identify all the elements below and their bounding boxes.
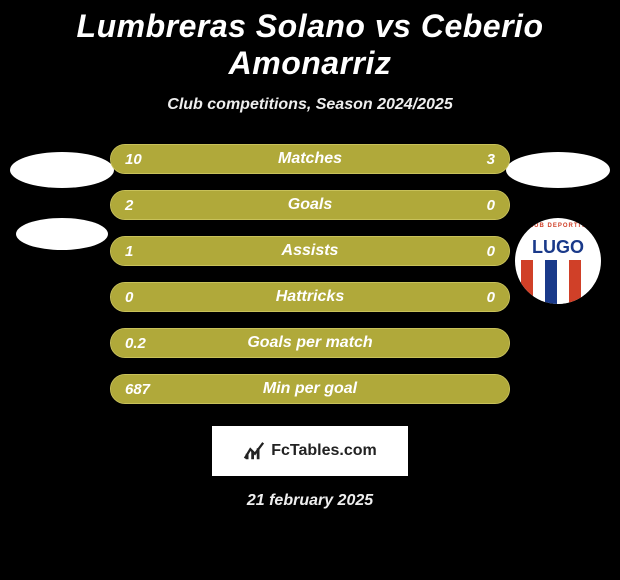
- right-club-badge-1: [506, 152, 610, 188]
- club-badge-top: CLUB DEPORTIVO LUGO: [515, 218, 601, 260]
- left-club-badge-1: [10, 152, 114, 188]
- stat-label: Assists: [111, 242, 509, 260]
- club-arc-text: CLUB DEPORTIVO: [524, 223, 592, 229]
- subtitle: Club competitions, Season 2024/2025: [0, 96, 620, 114]
- page-title: Lumbreras Solano vs Ceberio Amonarriz: [0, 8, 620, 82]
- right-club-column: CLUB DEPORTIVO LUGO: [498, 152, 618, 304]
- chart-icon: [243, 440, 265, 462]
- stat-label: Hattricks: [111, 288, 509, 306]
- stat-row: 103Matches: [110, 144, 510, 174]
- footer-brand-text: FcTables.com: [271, 442, 377, 460]
- stat-row: 10Assists: [110, 236, 510, 266]
- stats-bars: 103Matches 20Goals 10Assists 00Hattricks 0.2…: [110, 144, 510, 404]
- comparison-card: Lumbreras Solano vs Ceberio Amonarriz Cl…: [0, 0, 620, 580]
- stat-row: 20Goals: [110, 190, 510, 220]
- stat-row: 00Hattricks: [110, 282, 510, 312]
- stat-row: 687Min per goal: [110, 374, 510, 404]
- club-name: LUGO: [532, 237, 584, 258]
- stat-label: Matches: [111, 150, 509, 168]
- footer-date: 21 february 2025: [0, 492, 620, 510]
- club-badge-stripes: [515, 260, 601, 304]
- left-club-column: [2, 152, 122, 250]
- left-club-badge-2: [16, 218, 108, 250]
- stat-row: 0.2Goals per match: [110, 328, 510, 358]
- right-club-badge-2: CLUB DEPORTIVO LUGO: [515, 218, 601, 304]
- footer-brand-logo: FcTables.com: [212, 426, 408, 476]
- stat-label: Goals: [111, 196, 509, 214]
- stat-label: Min per goal: [111, 380, 509, 398]
- content-area: CLUB DEPORTIVO LUGO 103Matches 20Goals 10A…: [0, 144, 620, 404]
- stat-label: Goals per match: [111, 334, 509, 352]
